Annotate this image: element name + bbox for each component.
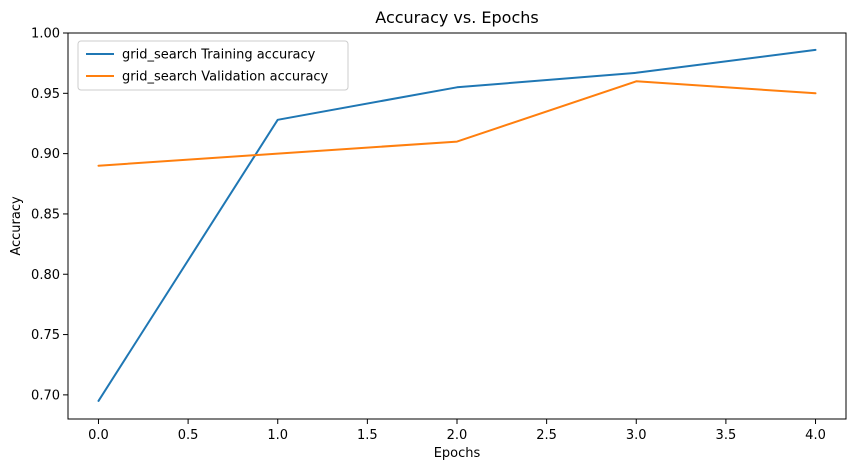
x-tick-label: 3.0 [626, 428, 647, 443]
x-tick-label: 1.0 [267, 428, 288, 443]
x-tick-label: 3.5 [716, 428, 737, 443]
series-line-validation [97, 80, 817, 167]
x-tick-label: 2.5 [536, 428, 557, 443]
plot-area [67, 32, 847, 420]
y-tick-label: 0.80 [31, 268, 60, 283]
x-tick-label: 0.5 [178, 428, 199, 443]
legend: grid_search Training accuracy grid_search… [77, 40, 349, 91]
series-line-training [97, 48, 817, 402]
x-tick-label: 1.5 [357, 428, 378, 443]
legend-label: grid_search Validation accuracy [122, 70, 329, 85]
x-tick-label: 4.0 [805, 428, 826, 443]
y-axis: 0.70 0.75 0.80 0.85 0.90 0.95 1.00 [31, 27, 68, 403]
legend-label: grid_search Training accuracy [122, 48, 316, 63]
chart-title: Accuracy vs. Epochs [375, 8, 538, 27]
y-tick-label: 0.85 [31, 207, 60, 222]
y-tick-label: 1.00 [31, 27, 60, 42]
x-tick-label: 0.0 [88, 428, 109, 443]
legend-box [77, 40, 349, 91]
y-axis-label: Accuracy [9, 196, 24, 256]
x-axis-label: Epochs [434, 446, 481, 461]
x-tick-label: 2.0 [447, 428, 468, 443]
x-axis: 0.0 0.5 1.0 1.5 2.0 2.5 3.0 3.5 4.0 [88, 419, 826, 443]
y-tick-label: 0.75 [31, 328, 60, 343]
y-tick-label: 0.90 [31, 147, 60, 162]
y-tick-label: 0.95 [31, 87, 60, 102]
series-lines [97, 48, 817, 402]
y-tick-label: 0.70 [31, 388, 60, 403]
